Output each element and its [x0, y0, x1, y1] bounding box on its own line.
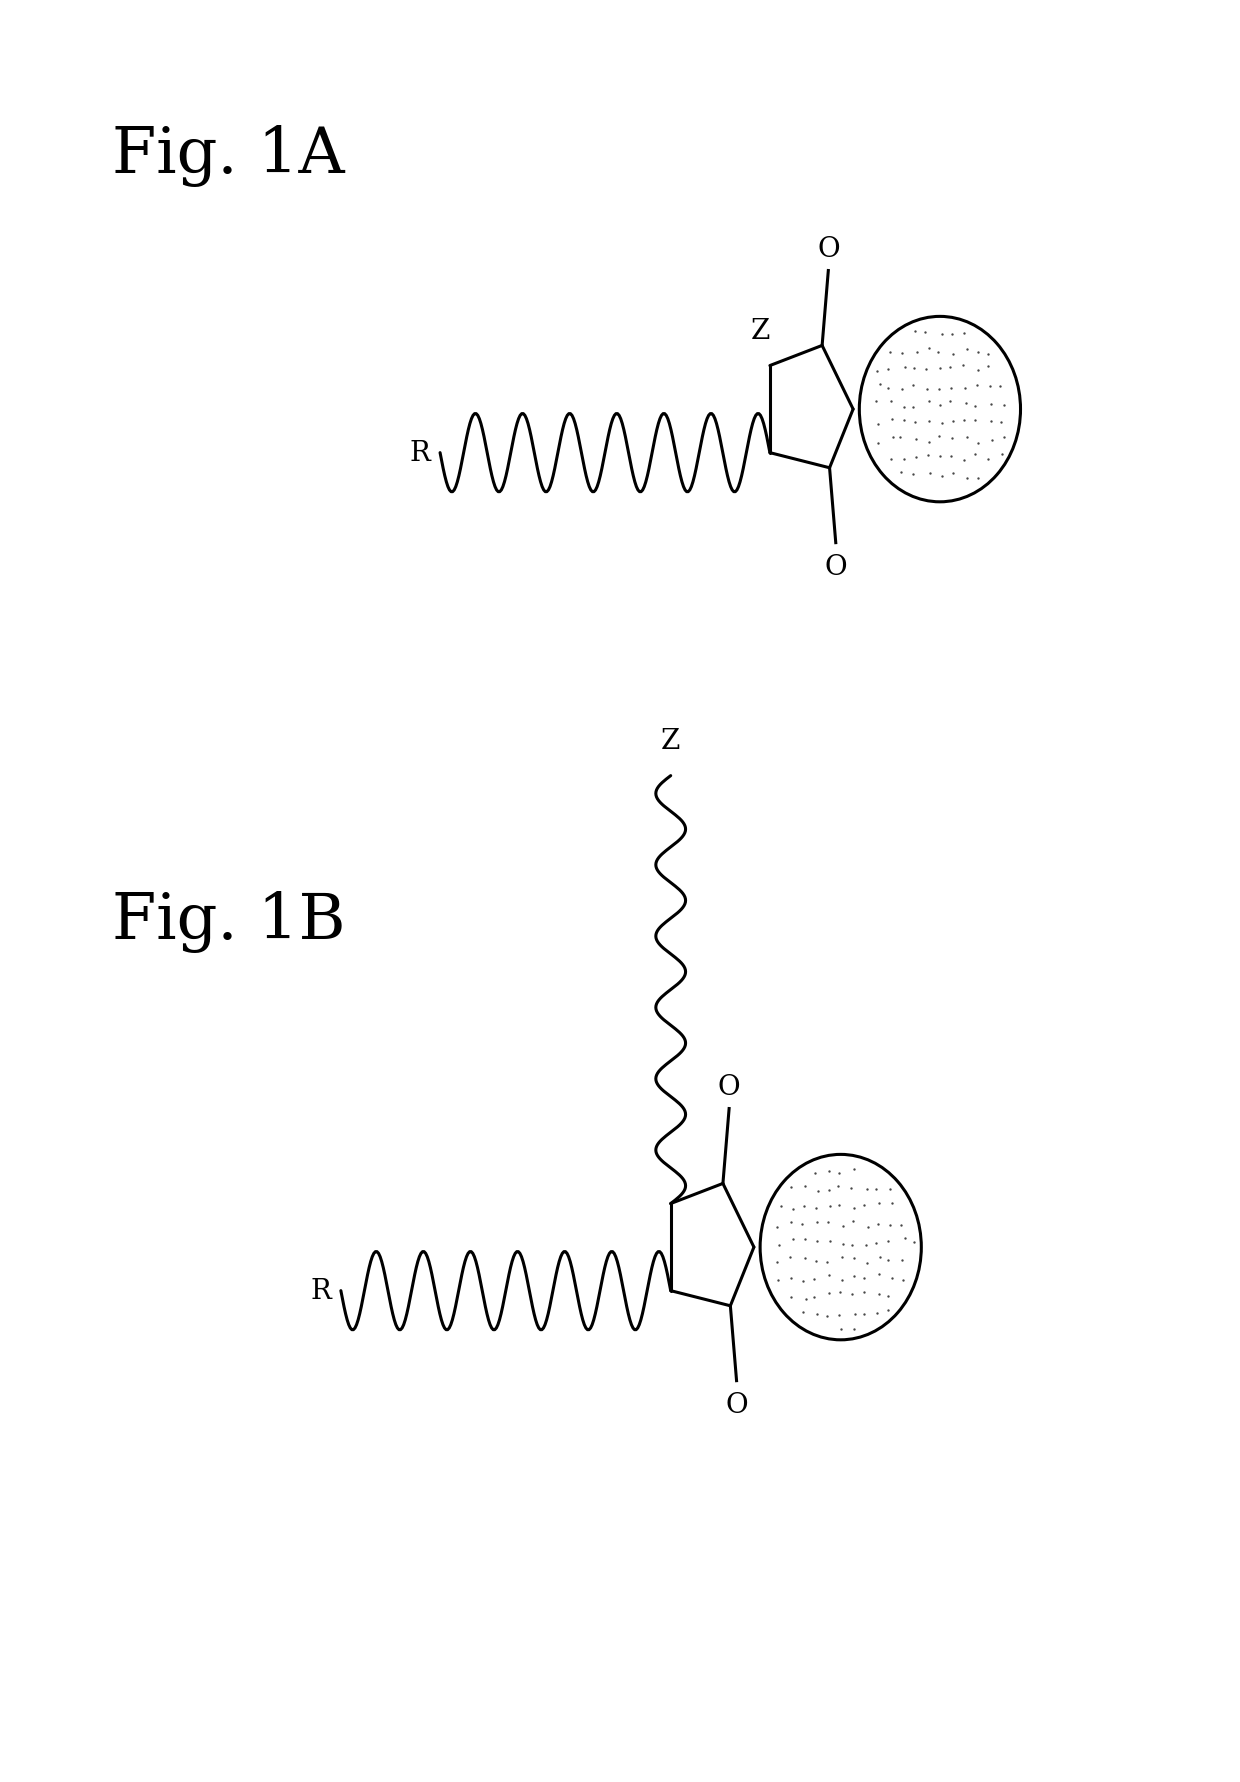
Ellipse shape — [760, 1155, 921, 1340]
Text: Fig. 1B: Fig. 1B — [112, 891, 345, 953]
Text: N: N — [863, 396, 888, 424]
Text: O: O — [825, 554, 847, 581]
Text: O: O — [817, 235, 839, 262]
Ellipse shape — [859, 317, 1021, 503]
Text: Z: Z — [750, 317, 770, 346]
Text: Z: Z — [661, 727, 681, 756]
Text: R: R — [310, 1278, 331, 1304]
Text: Fig. 1A: Fig. 1A — [112, 125, 345, 187]
Text: O: O — [718, 1073, 740, 1099]
Text: O: O — [725, 1392, 748, 1418]
Text: N: N — [764, 1233, 789, 1262]
Text: R: R — [409, 440, 430, 467]
